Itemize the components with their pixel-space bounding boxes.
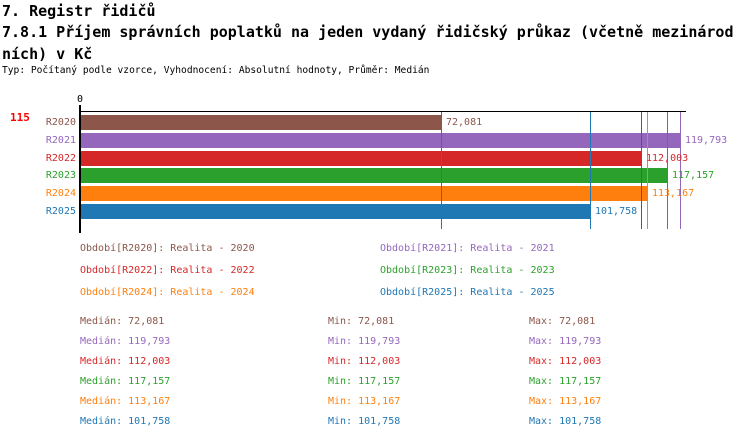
value-label-r2025: 101,758 xyxy=(595,206,638,217)
stat-max-r2023: Max: 117,157 xyxy=(529,376,602,387)
category-label-r2023: R2023 xyxy=(45,170,76,181)
chart-title-line1: 7.8.1 Příjem správních poplatků na jeden… xyxy=(2,23,734,41)
stat-min-r2024: Min: 113,167 xyxy=(328,396,401,407)
value-label-r2023: 117,157 xyxy=(672,170,715,181)
stat-median-r2021: Medián: 119,793 xyxy=(80,336,171,347)
legend-item-r2020: Období[R2020]: Realita - 2020 xyxy=(80,243,255,254)
stat-max-r2025: Max: 101,758 xyxy=(529,416,602,427)
stat-max-r2022: Max: 112,003 xyxy=(529,356,602,367)
x-axis-zero-tick-label: 0 xyxy=(76,94,84,105)
bar-r2022 xyxy=(81,151,642,166)
stat-min-r2022: Min: 112,003 xyxy=(328,356,401,367)
bar-r2024 xyxy=(81,186,648,201)
category-label-r2022: R2022 xyxy=(45,153,76,164)
row-number-badge: 115 xyxy=(10,111,30,124)
value-label-r2021: 119,793 xyxy=(685,135,728,146)
median-marker-line-r2024 xyxy=(647,112,648,229)
value-label-r2020: 72,081 xyxy=(446,117,483,128)
legend-item-r2022: Období[R2022]: Realita - 2022 xyxy=(80,265,255,276)
y-axis-line xyxy=(79,105,81,233)
category-label-r2021: R2021 xyxy=(45,135,76,146)
category-label-r2024: R2024 xyxy=(45,188,76,199)
chart-meta-info: Typ: Počítaný podle vzorce, Vyhodnocení:… xyxy=(2,65,430,76)
legend-item-r2021: Období[R2021]: Realita - 2021 xyxy=(380,243,555,254)
value-label-r2022: 112,003 xyxy=(646,153,689,164)
stat-max-r2020: Max: 72,081 xyxy=(529,316,596,327)
legend-item-r2024: Období[R2024]: Realita - 2024 xyxy=(80,287,255,298)
median-marker-line-r2023 xyxy=(667,112,668,229)
chart-title-line2: ních) v Kč xyxy=(2,45,93,63)
value-label-r2024: 113,167 xyxy=(652,188,695,199)
bar-r2020 xyxy=(81,115,442,130)
stat-min-r2020: Min: 72,081 xyxy=(328,316,395,327)
stat-max-r2024: Max: 113,167 xyxy=(529,396,602,407)
category-label-r2025: R2025 xyxy=(45,206,76,217)
x-axis-line xyxy=(80,111,686,112)
bar-r2025 xyxy=(81,204,591,219)
median-marker-line-r2025 xyxy=(590,112,591,229)
median-marker-line-r2020 xyxy=(441,112,442,229)
stat-median-r2024: Medián: 113,167 xyxy=(80,396,171,407)
report-section-title: 7. Registr řidičů xyxy=(2,2,156,20)
stat-min-r2021: Min: 119,793 xyxy=(328,336,401,347)
median-marker-line-r2022 xyxy=(641,112,642,229)
stat-min-r2025: Min: 101,758 xyxy=(328,416,401,427)
stat-median-r2023: Medián: 117,157 xyxy=(80,376,171,387)
stat-max-r2021: Max: 119,793 xyxy=(529,336,602,347)
stat-median-r2025: Medián: 101,758 xyxy=(80,416,171,427)
bar-r2023 xyxy=(81,168,668,183)
category-label-r2020: R2020 xyxy=(45,117,76,128)
median-marker-line-r2021 xyxy=(680,112,681,229)
stat-median-r2020: Medián: 72,081 xyxy=(80,316,165,327)
legend-item-r2025: Období[R2025]: Realita - 2025 xyxy=(380,287,555,298)
stat-min-r2023: Min: 117,157 xyxy=(328,376,401,387)
legend-item-r2023: Období[R2023]: Realita - 2023 xyxy=(380,265,555,276)
stat-median-r2022: Medián: 112,003 xyxy=(80,356,171,367)
bar-r2021 xyxy=(81,133,681,148)
